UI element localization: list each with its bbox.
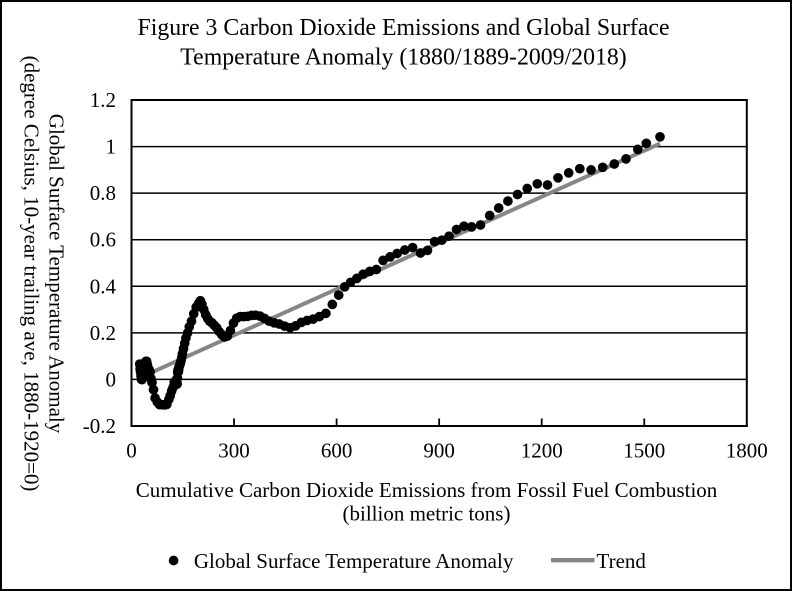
svg-text:0.8: 0.8 xyxy=(90,181,116,205)
svg-text:Figure 3 Carbon Dioxide Emissi: Figure 3 Carbon Dioxide Emissions and Gl… xyxy=(137,15,669,41)
svg-text:(billion metric tons): (billion metric tons) xyxy=(343,501,511,525)
svg-text:Temperature Anomaly (1880/1889: Temperature Anomaly (1880/1889-2009/2018… xyxy=(180,44,626,70)
svg-text:1500: 1500 xyxy=(623,439,665,463)
svg-text:1.2: 1.2 xyxy=(90,88,116,112)
svg-text:Global Surface Temperature Ano: Global Surface Temperature Anomaly xyxy=(45,114,69,434)
svg-text:1800: 1800 xyxy=(726,439,768,463)
svg-text:1: 1 xyxy=(106,135,117,159)
svg-text:600: 600 xyxy=(321,439,353,463)
svg-text:900: 900 xyxy=(423,439,455,463)
svg-text:0: 0 xyxy=(126,439,137,463)
svg-text:1200: 1200 xyxy=(521,439,563,463)
svg-text:0.2: 0.2 xyxy=(90,321,116,345)
svg-text:Global Surface Temperature Ano: Global Surface Temperature Anomaly xyxy=(194,549,514,573)
svg-text:-0.2: -0.2 xyxy=(83,414,116,438)
svg-text:Trend: Trend xyxy=(597,549,647,573)
svg-text:(degree Celsius, 10-year trail: (degree Celsius, 10-year trailing ave, 1… xyxy=(20,56,44,492)
svg-text:0.4: 0.4 xyxy=(90,274,117,298)
svg-text:0.6: 0.6 xyxy=(90,228,116,252)
svg-text:0: 0 xyxy=(106,367,117,391)
svg-text:300: 300 xyxy=(218,439,250,463)
svg-text:Cumulative Carbon Dioxide Emis: Cumulative Carbon Dioxide Emissions from… xyxy=(136,478,718,502)
